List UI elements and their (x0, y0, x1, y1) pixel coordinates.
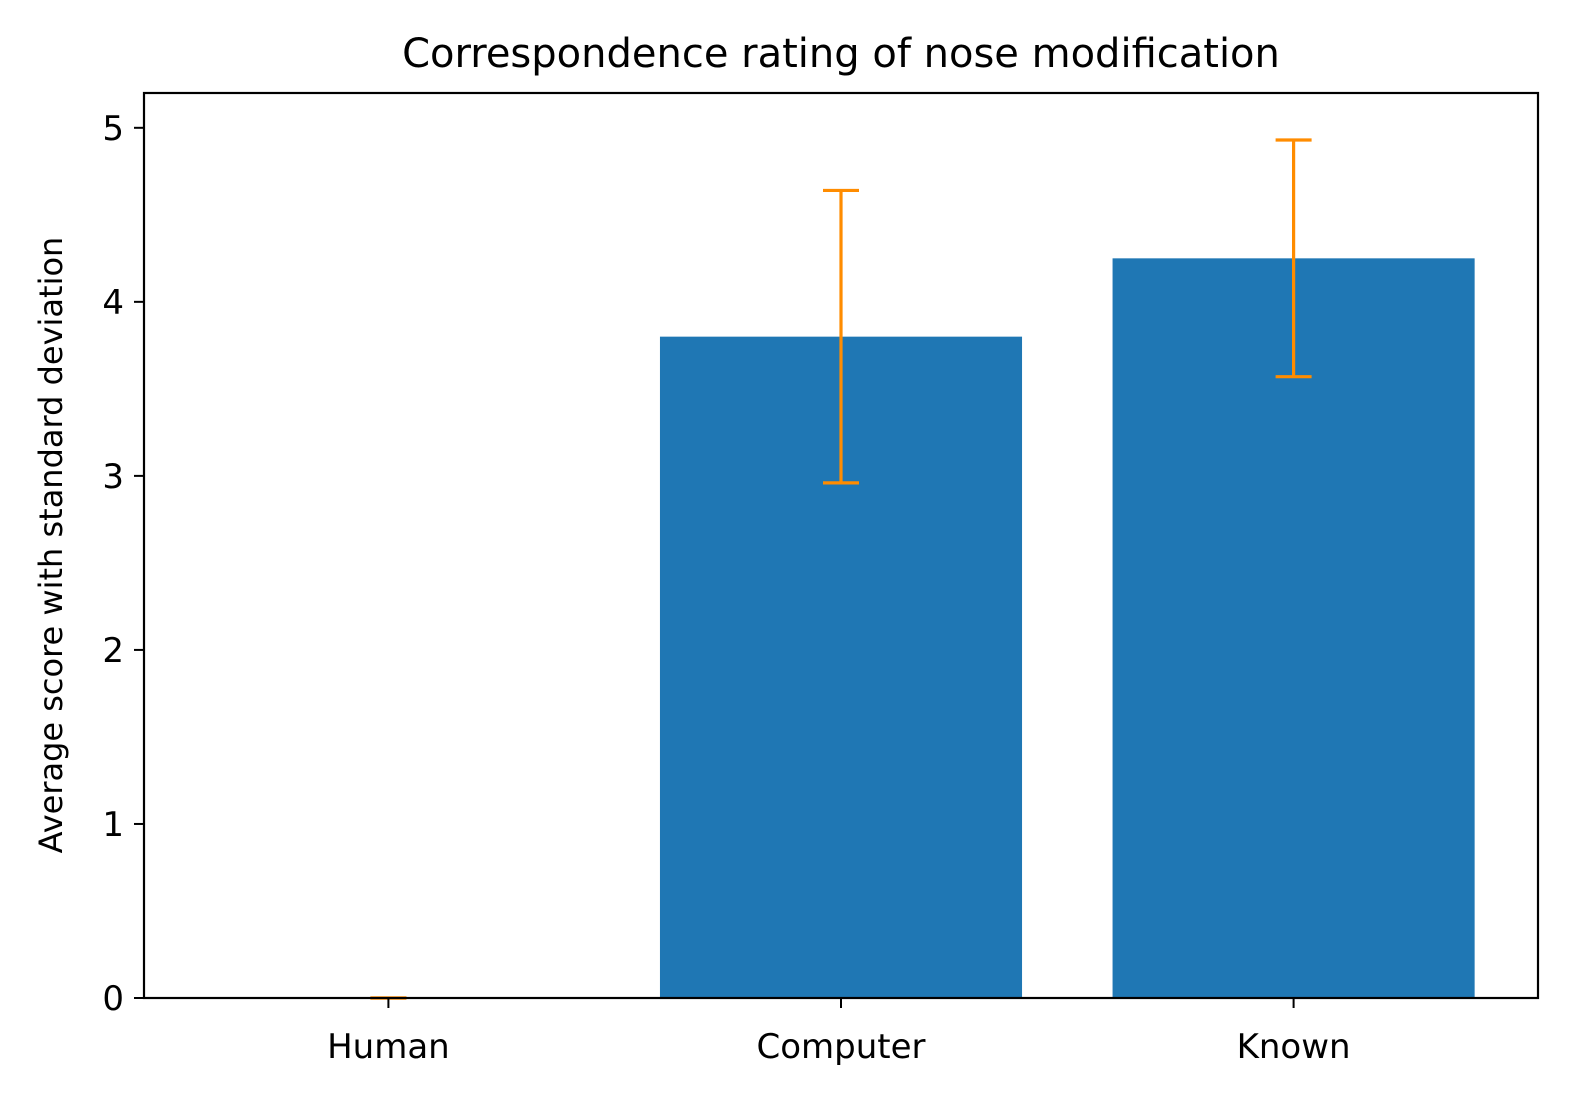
plot-frame (142, 91, 1540, 1000)
y-axis: 0 1 2 3 4 5 (102, 109, 144, 1019)
chart-title: Correspondence rating of nose modificati… (402, 31, 1280, 77)
y-tick-label: 2 (102, 631, 124, 671)
y-tick-label: 3 (102, 457, 124, 497)
x-axis: Human Computer Known (327, 998, 1351, 1067)
error-bar-known (1275, 138, 1312, 379)
error-bars-group (370, 138, 1312, 1000)
x-tick-label-computer: Computer (756, 1027, 925, 1067)
y-tick-label: 1 (102, 805, 124, 845)
y-axis-label: Average score with standard deviation (32, 237, 70, 854)
y-tick-label: 5 (102, 109, 124, 149)
bars-group (659, 258, 1475, 999)
bar-known (1112, 258, 1475, 998)
y-tick-label: 0 (102, 979, 124, 1019)
error-bar-computer (823, 188, 859, 485)
y-tick-label: 4 (102, 283, 124, 323)
x-tick-label-human: Human (327, 1027, 450, 1067)
x-tick-label-known: Known (1237, 1027, 1351, 1067)
